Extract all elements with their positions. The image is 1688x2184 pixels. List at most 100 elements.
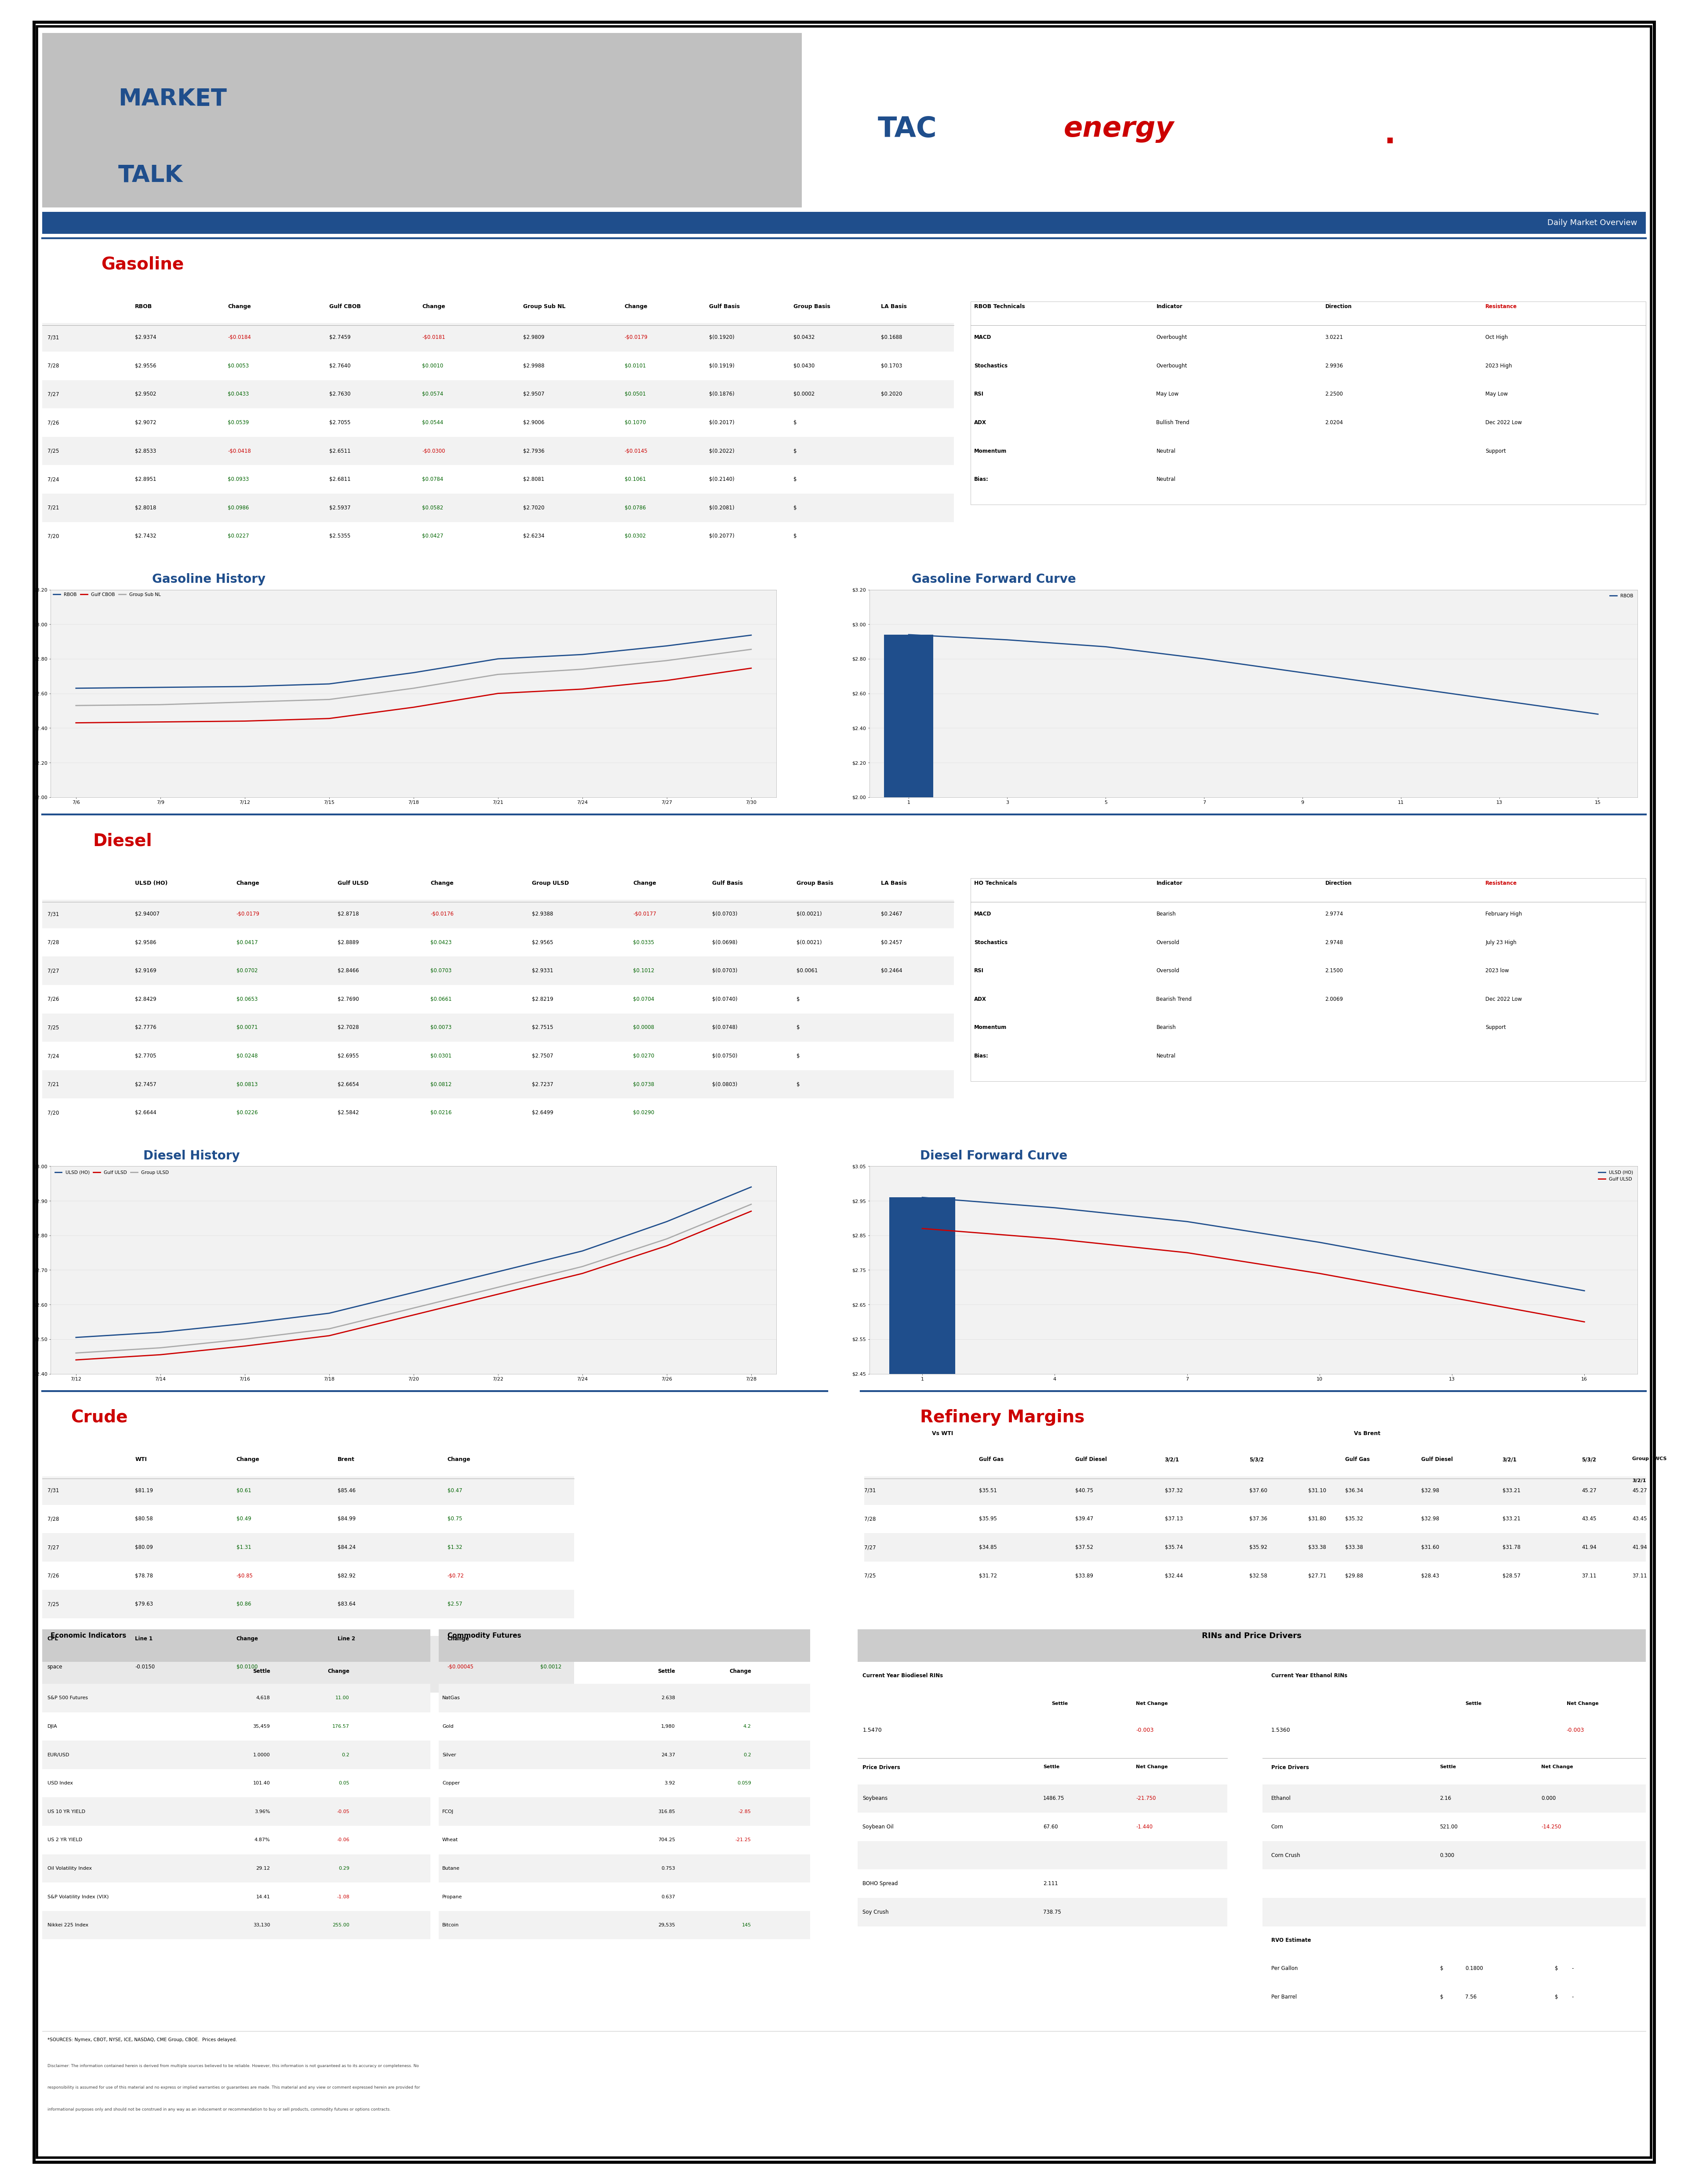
Text: -0.0150: -0.0150 [135, 1664, 155, 1671]
Text: $2.57: $2.57 [447, 1601, 463, 1607]
Gulf CBOB [488, 681, 508, 708]
Text: 7/27: 7/27 [864, 1544, 876, 1551]
Text: -$0.00045: -$0.00045 [447, 1664, 474, 1671]
Text: ULSD (HO): ULSD (HO) [135, 880, 167, 887]
Text: $(0.0703): $(0.0703) [712, 911, 738, 917]
Text: Settle: Settle [253, 1669, 270, 1675]
Text: May Low: May Low [1485, 391, 1507, 397]
Text: $(0.1919): $(0.1919) [709, 363, 734, 369]
Text: Oil Volatility Index: Oil Volatility Index [47, 1865, 91, 1872]
Text: -$0.0176: -$0.0176 [430, 911, 454, 917]
Text: ADX: ADX [974, 419, 986, 426]
Text: $2.9072: $2.9072 [135, 419, 157, 426]
Text: 2.111: 2.111 [1043, 1880, 1058, 1887]
Text: Change: Change [430, 880, 454, 887]
Text: 3.96%: 3.96% [255, 1808, 270, 1815]
Text: 0.05: 0.05 [339, 1780, 349, 1787]
Text: $0.1070: $0.1070 [625, 419, 647, 426]
RBOB [1588, 701, 1609, 727]
ULSD (HO) [150, 1319, 170, 1345]
Text: Oversold: Oversold [1156, 939, 1180, 946]
Text: LA Basis: LA Basis [881, 304, 906, 310]
Text: $2.9502: $2.9502 [135, 391, 157, 397]
Text: $2.7457: $2.7457 [135, 1081, 157, 1088]
Text: 7/25: 7/25 [47, 448, 59, 454]
Text: $0.0290: $0.0290 [633, 1109, 655, 1116]
Text: 14.41: 14.41 [257, 1894, 270, 1900]
Text: USD Index: USD Index [47, 1780, 73, 1787]
Text: 7/31: 7/31 [47, 334, 59, 341]
Text: $(0.2081): $(0.2081) [709, 505, 734, 511]
Gulf ULSD [319, 1324, 339, 1350]
Text: Settle: Settle [658, 1669, 675, 1675]
Text: Gasoline History: Gasoline History [152, 572, 265, 585]
Text: 7/26: 7/26 [47, 419, 59, 426]
Text: $31.80: $31.80 [1308, 1516, 1327, 1522]
Text: $(0.0021): $(0.0021) [797, 939, 822, 946]
Text: Support: Support [1485, 448, 1506, 454]
Text: BOHO Spread: BOHO Spread [863, 1880, 898, 1887]
Text: $2.6511: $2.6511 [329, 448, 351, 454]
Text: $2.8951: $2.8951 [135, 476, 157, 483]
Text: $0.0582: $0.0582 [422, 505, 444, 511]
Text: July 23 High: July 23 High [1485, 939, 1516, 946]
Text: $0.0432: $0.0432 [793, 334, 815, 341]
Text: $80.58: $80.58 [135, 1516, 154, 1522]
Text: $: $ [1555, 1994, 1558, 2001]
Text: $31.72: $31.72 [979, 1572, 998, 1579]
Text: Change: Change [422, 304, 446, 310]
Text: Neutral: Neutral [1156, 1053, 1175, 1059]
RBOB [403, 660, 424, 686]
Text: $: $ [793, 476, 797, 483]
Text: $27.71: $27.71 [1308, 1572, 1327, 1579]
Text: $2.9169: $2.9169 [135, 968, 157, 974]
Text: 0.637: 0.637 [662, 1894, 675, 1900]
Text: $0.0335: $0.0335 [633, 939, 655, 946]
Text: -$0.72: -$0.72 [447, 1572, 464, 1579]
Text: $0.0101: $0.0101 [625, 363, 647, 369]
Text: 2.0069: 2.0069 [1325, 996, 1344, 1002]
Text: $(0.0021): $(0.0021) [797, 911, 822, 917]
ULSD (HO) [66, 1324, 86, 1350]
Text: $1.32: $1.32 [447, 1544, 463, 1551]
Text: $2.6644: $2.6644 [135, 1109, 157, 1116]
Text: 7/27: 7/27 [47, 968, 59, 974]
Text: Change: Change [447, 1457, 471, 1463]
ULSD (HO) [403, 1280, 424, 1306]
Text: -$0.0181: -$0.0181 [422, 334, 446, 341]
Text: $2.9565: $2.9565 [532, 939, 554, 946]
Text: $(0.0803): $(0.0803) [712, 1081, 738, 1088]
Text: $36.34: $36.34 [1345, 1487, 1364, 1494]
Text: Wheat: Wheat [442, 1837, 457, 1843]
Text: -$0.0179: -$0.0179 [236, 911, 260, 917]
Text: Neutral: Neutral [1156, 476, 1175, 483]
Text: $34.85: $34.85 [979, 1544, 998, 1551]
Text: $0.0703: $0.0703 [430, 968, 452, 974]
Text: 35,459: 35,459 [253, 1723, 270, 1730]
Text: $29.88: $29.88 [1345, 1572, 1364, 1579]
Text: 0.300: 0.300 [1440, 1852, 1455, 1859]
ULSD (HO) [1310, 1230, 1330, 1256]
Text: Change: Change [236, 880, 260, 887]
Text: 0.000: 0.000 [1541, 1795, 1556, 1802]
Text: Dec 2022 Low: Dec 2022 Low [1485, 996, 1523, 1002]
Line: Group ULSD: Group ULSD [76, 1203, 751, 1352]
Text: $2.9586: $2.9586 [135, 939, 157, 946]
Text: 1486.75: 1486.75 [1043, 1795, 1065, 1802]
Text: $33.21: $33.21 [1502, 1516, 1521, 1522]
Text: space: space [47, 1664, 62, 1671]
Text: $2.94007: $2.94007 [135, 911, 160, 917]
Text: $28.43: $28.43 [1421, 1572, 1440, 1579]
Text: $2.5842: $2.5842 [338, 1109, 360, 1116]
Text: 704.25: 704.25 [658, 1837, 675, 1843]
Text: 0.059: 0.059 [738, 1780, 751, 1787]
Text: 2023 High: 2023 High [1485, 363, 1512, 369]
Text: 7/24: 7/24 [47, 476, 59, 483]
RBOB [898, 622, 918, 649]
Text: $: $ [793, 505, 797, 511]
Text: RSI: RSI [974, 968, 984, 974]
ULSD (HO) [1442, 1254, 1462, 1280]
Group ULSD [150, 1334, 170, 1361]
Text: Change: Change [625, 304, 648, 310]
Text: May Low: May Low [1156, 391, 1178, 397]
